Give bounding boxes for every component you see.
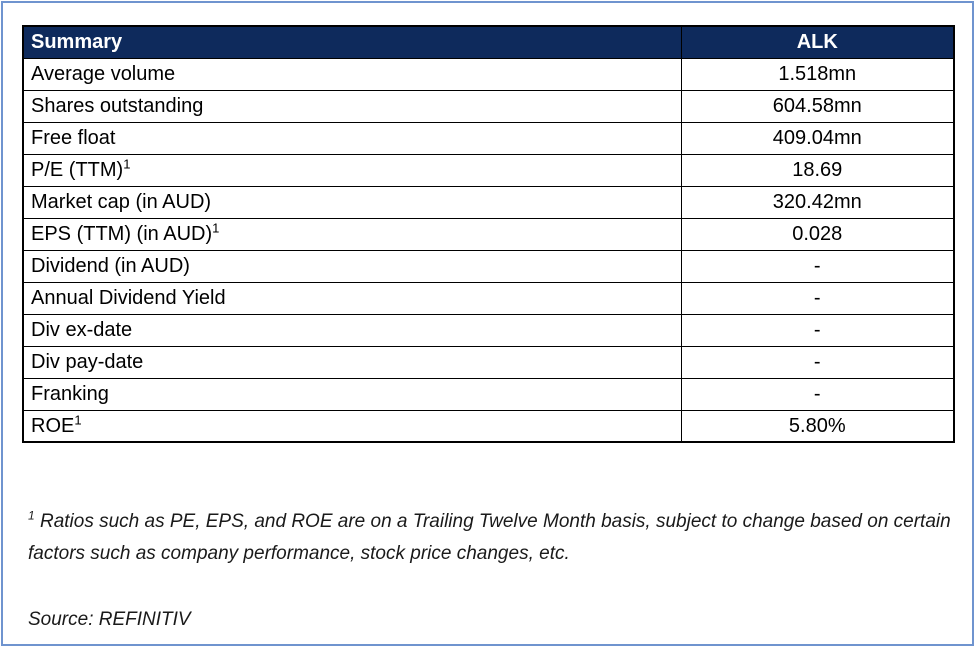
row-label-cell: Average volume (22, 57, 682, 91)
row-value: 604.58mn (680, 89, 955, 123)
row-value: 0.028 (680, 217, 955, 251)
row-value: - (680, 249, 955, 283)
row-label: Shares outstanding (31, 95, 204, 117)
row-label-cell: Div pay-date (22, 345, 682, 379)
table-row: Div pay-date - (22, 345, 955, 379)
row-label-cell: Dividend (in AUD) (22, 249, 682, 283)
row-value: - (680, 345, 955, 379)
row-value: 409.04mn (680, 121, 955, 155)
row-label: P/E (TTM) (31, 159, 124, 181)
footnote-text: Ratios such as PE, EPS, and ROE are on a… (28, 511, 951, 564)
table-row: Dividend (in AUD) - (22, 249, 955, 283)
table-row: Franking - (22, 377, 955, 411)
row-label: Dividend (in AUD) (31, 255, 190, 277)
footnote-ref: 1 (74, 412, 82, 428)
table-row: Annual Dividend Yield - (22, 281, 955, 315)
row-label: Div ex-date (31, 319, 133, 341)
footnote: 1 Ratios such as PE, EPS, and ROE are on… (28, 506, 958, 570)
row-label-cell: P/E (TTM)1 (22, 153, 682, 187)
row-label-cell: EPS (TTM) (in AUD)1 (22, 217, 682, 251)
footnote-marker: 1 (28, 508, 35, 523)
row-value: - (680, 377, 955, 411)
row-value: - (680, 313, 955, 347)
footnote-ref: 1 (123, 156, 131, 172)
footnote-ref: 1 (212, 220, 220, 236)
table-header-row: Summary ALK (22, 25, 955, 59)
row-label: Free float (31, 127, 116, 149)
table-row: ROE1 5.80% (22, 409, 955, 443)
row-label: ROE (31, 414, 75, 437)
row-value: 320.42mn (680, 185, 955, 219)
table-row: P/E (TTM)1 18.69 (22, 153, 955, 187)
row-label-cell: Market cap (in AUD) (22, 185, 682, 219)
row-label: Average volume (31, 63, 176, 85)
summary-table: Summary ALK Average volume 1.518mn Shares … (22, 25, 955, 443)
source-note: Source: REFINITIV (28, 609, 191, 630)
row-label-cell: Free float (22, 121, 682, 155)
table-row: EPS (TTM) (in AUD)1 0.028 (22, 217, 955, 251)
row-label: EPS (TTM) (in AUD) (31, 223, 213, 245)
row-label-cell: Franking (22, 377, 682, 411)
row-value: 5.80% (680, 409, 955, 443)
table-row: Free float 409.04mn (22, 121, 955, 155)
row-label: Div pay-date (31, 351, 144, 373)
table-row: Div ex-date - (22, 313, 955, 347)
header-label: Summary (22, 25, 682, 59)
table-row: Shares outstanding 604.58mn (22, 89, 955, 123)
table-row: Average volume 1.518mn (22, 57, 955, 91)
row-label-cell: ROE1 (22, 409, 682, 443)
table-row: Market cap (in AUD) 320.42mn (22, 185, 955, 219)
row-label: Annual Dividend Yield (31, 287, 226, 309)
row-label: Market cap (in AUD) (31, 191, 212, 213)
row-label-cell: Div ex-date (22, 313, 682, 347)
row-label-cell: Annual Dividend Yield (22, 281, 682, 315)
row-label: Franking (31, 383, 109, 405)
row-label-cell: Shares outstanding (22, 89, 682, 123)
row-value: 18.69 (680, 153, 955, 187)
row-value: 1.518mn (680, 57, 955, 91)
row-value: - (680, 281, 955, 315)
header-ticker: ALK (680, 25, 955, 59)
